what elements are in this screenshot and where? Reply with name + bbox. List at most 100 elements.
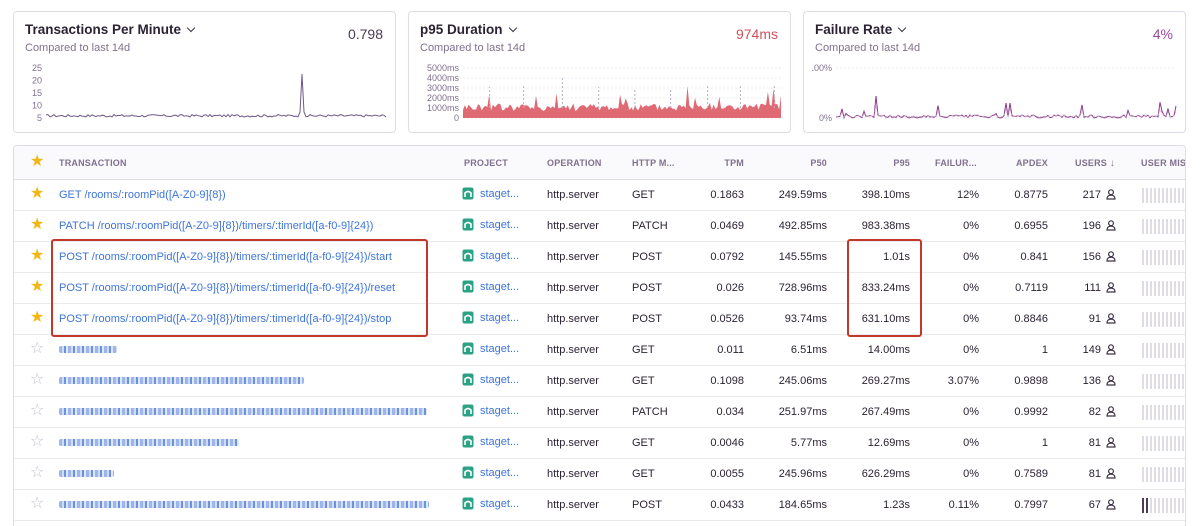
header-user-misery[interactable]: USER MISE bbox=[1141, 158, 1186, 168]
p50-value: 245.06ms bbox=[778, 375, 827, 387]
user-misery-bar[interactable] bbox=[1142, 188, 1185, 203]
project-link[interactable]: staget... bbox=[462, 249, 519, 262]
star-icon[interactable]: ★ bbox=[30, 185, 45, 202]
project-link[interactable]: staget... bbox=[462, 280, 519, 293]
user-misery-bar[interactable] bbox=[1142, 281, 1185, 296]
misery-segment bbox=[1178, 374, 1180, 389]
project-link[interactable]: staget... bbox=[462, 435, 519, 448]
user-misery-bar[interactable] bbox=[1142, 219, 1185, 234]
misery-segment bbox=[1150, 312, 1152, 327]
table-row[interactable]: ☆ staget... http.server GET 0.0046 5.77ms 12.6… bbox=[14, 428, 1185, 459]
table-row[interactable]: ★ POST /rooms/:roomPid([A-Z0-9]{8})/timer… bbox=[14, 304, 1185, 335]
misery-segment bbox=[1142, 436, 1144, 451]
misery-segment bbox=[1150, 436, 1152, 451]
misery-segment bbox=[1154, 343, 1156, 358]
card-title-dropdown[interactable]: Transactions Per Minute bbox=[25, 22, 196, 37]
star-icon[interactable]: ★ bbox=[30, 247, 45, 264]
redacted-transaction-link[interactable] bbox=[59, 346, 117, 353]
table-row[interactable]: ★ POST /rooms/:roomPid([A-Z0-9]{8})/timer… bbox=[14, 242, 1185, 273]
misery-segment bbox=[1174, 374, 1176, 389]
misery-segment bbox=[1150, 498, 1152, 513]
star-icon[interactable]: ☆ bbox=[30, 340, 45, 357]
star-icon[interactable]: ★ bbox=[30, 216, 45, 233]
user-misery-bar[interactable] bbox=[1142, 436, 1185, 451]
chevron-down-icon bbox=[508, 23, 517, 33]
project-link[interactable]: staget... bbox=[462, 187, 519, 200]
table-row[interactable]: ☆ staget... http.server POST 0.0433 184.65ms 1… bbox=[14, 490, 1185, 521]
transaction-link[interactable]: PATCH /rooms/:roomPid([A-Z0-9]{8})/timer… bbox=[59, 220, 374, 232]
users-value: 217 bbox=[1082, 189, 1101, 201]
star-icon[interactable]: ☆ bbox=[30, 495, 45, 512]
transaction-link[interactable]: POST /rooms/:roomPid([A-Z0-9]{8})/timers… bbox=[59, 251, 392, 263]
y-tick-label: 15 bbox=[32, 88, 42, 98]
misery-segment bbox=[1178, 281, 1180, 296]
users-value: 82 bbox=[1088, 406, 1101, 418]
misery-segment bbox=[1162, 312, 1164, 327]
redacted-transaction-link[interactable] bbox=[59, 377, 304, 384]
star-icon[interactable]: ☆ bbox=[30, 402, 45, 419]
header-failure-rate[interactable]: FAILUR... bbox=[935, 158, 977, 168]
table-row[interactable]: ☆ staget... http.server GET 0.1098 245.06ms 26… bbox=[14, 366, 1185, 397]
table-row[interactable]: ☆ staget... http.server PATCH 0.034 251.97ms 2… bbox=[14, 397, 1185, 428]
user-misery-bar[interactable] bbox=[1142, 467, 1185, 482]
transaction-link[interactable]: POST /rooms/:roomPid([A-Z0-9]{8})/timers… bbox=[59, 282, 396, 294]
redacted-transaction-link[interactable] bbox=[59, 439, 239, 446]
user-misery-bar[interactable] bbox=[1142, 498, 1185, 513]
apdex-value: 0.7119 bbox=[1015, 282, 1048, 294]
redacted-transaction-link[interactable] bbox=[59, 408, 427, 415]
project-link[interactable]: staget... bbox=[462, 218, 519, 231]
project-link[interactable]: staget... bbox=[462, 466, 519, 479]
p95-value: 267.49ms bbox=[861, 406, 910, 418]
table-row[interactable]: ☆ staget... http.server GET 0.011 6.51ms 14.00… bbox=[14, 335, 1185, 366]
star-icon[interactable]: ☆ bbox=[30, 464, 45, 481]
table-row[interactable]: ★ PATCH /rooms/:roomPid([A-Z0-9]{8})/time… bbox=[14, 211, 1185, 242]
project-link[interactable]: staget... bbox=[462, 373, 519, 386]
http-method-value: GET bbox=[632, 468, 655, 480]
chevron-down-icon bbox=[898, 23, 907, 33]
misery-segment bbox=[1162, 436, 1164, 451]
comparison-line bbox=[835, 105, 1177, 118]
table-row[interactable]: ☆ staget... http.server GET 0.0055 245.96ms 62… bbox=[14, 459, 1185, 490]
transaction-link[interactable]: GET /rooms/:roomPid([A-Z0-9]{8}) bbox=[59, 189, 226, 201]
redacted-transaction-link[interactable] bbox=[59, 501, 429, 508]
header-operation[interactable]: OPERATION bbox=[547, 158, 602, 168]
header-transaction[interactable]: TRANSACTION bbox=[59, 158, 127, 168]
project-link[interactable]: staget... bbox=[462, 311, 519, 324]
user-misery-bar[interactable] bbox=[1142, 405, 1185, 420]
project-link[interactable]: staget... bbox=[462, 342, 519, 355]
project-link[interactable]: staget... bbox=[462, 497, 519, 510]
misery-segment bbox=[1182, 188, 1184, 203]
star-icon[interactable]: ★ bbox=[30, 309, 45, 326]
header-p95[interactable]: P95 bbox=[893, 158, 910, 168]
star-icon[interactable]: ☆ bbox=[30, 433, 45, 450]
project-platform-icon bbox=[462, 280, 474, 293]
card-title-dropdown[interactable]: Failure Rate bbox=[815, 22, 907, 37]
users-value: 67 bbox=[1088, 499, 1101, 511]
star-icon[interactable]: ☆ bbox=[30, 371, 45, 388]
transaction-link[interactable]: POST /rooms/:roomPid([A-Z0-9]{8})/timers… bbox=[59, 313, 392, 325]
header-tpm[interactable]: TPM bbox=[724, 158, 744, 168]
apdex-value: 0.8846 bbox=[1014, 313, 1048, 325]
header-users[interactable]: USERS ↓ bbox=[1075, 158, 1115, 169]
user-misery-bar[interactable] bbox=[1142, 250, 1185, 265]
star-icon[interactable]: ★ bbox=[30, 153, 45, 170]
user-misery-bar[interactable] bbox=[1142, 312, 1185, 327]
table-row[interactable]: ★ POST /rooms/:roomPid([A-Z0-9]{8})/timer… bbox=[14, 273, 1185, 304]
misery-segment bbox=[1146, 467, 1148, 482]
project-link[interactable]: staget... bbox=[462, 404, 519, 417]
redacted-transaction-link[interactable] bbox=[59, 470, 114, 477]
p50-value: 5.77ms bbox=[790, 437, 827, 449]
p95-value: 983.38ms bbox=[861, 220, 910, 232]
misery-segment bbox=[1142, 498, 1144, 513]
card-title-dropdown[interactable]: p95 Duration bbox=[420, 22, 517, 37]
header-p50[interactable]: P50 bbox=[810, 158, 827, 168]
misery-segment bbox=[1154, 250, 1156, 265]
user-misery-bar[interactable] bbox=[1142, 374, 1185, 389]
star-icon[interactable]: ★ bbox=[30, 278, 45, 295]
p50-value: 728.96ms bbox=[778, 282, 827, 294]
header-http-method[interactable]: HTTP M... bbox=[632, 158, 675, 168]
table-row[interactable]: ★ GET /rooms/:roomPid([A-Z0-9]{8}) staget.… bbox=[14, 180, 1185, 211]
header-project[interactable]: PROJECT bbox=[464, 158, 508, 168]
header-apdex[interactable]: APDEX bbox=[1015, 158, 1048, 168]
user-misery-bar[interactable] bbox=[1142, 343, 1185, 358]
